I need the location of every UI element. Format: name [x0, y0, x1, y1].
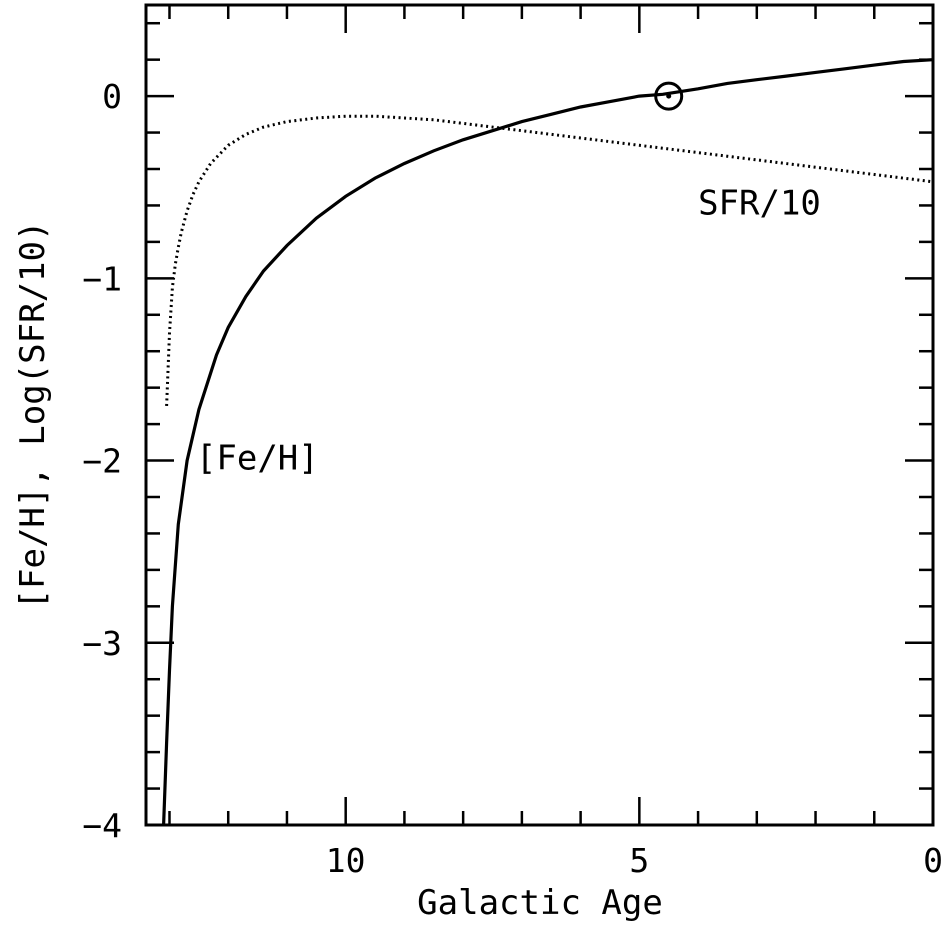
plot-frame — [144, 3, 935, 827]
y-tick-label: −1 — [82, 259, 122, 298]
y-axis-title: [Fe/H], Log(SFR/10) — [13, 221, 53, 610]
y-tick-label: −4 — [82, 806, 122, 845]
x-tick-label: 5 — [629, 841, 649, 880]
y-tick-label: −2 — [82, 442, 122, 481]
axis-ticks — [146, 5, 935, 827]
x-tick-label: 0 — [923, 841, 943, 880]
series-line-sfr — [165, 114, 934, 406]
y-tick-label: −3 — [82, 624, 122, 663]
annotation-feh: [Fe/H] — [196, 439, 319, 479]
y-tick-label: 0 — [102, 77, 122, 116]
sun-symbol-ring — [654, 81, 684, 111]
annotation-sfr: SFR/10 — [698, 184, 821, 224]
sun-symbol-dot — [666, 93, 672, 99]
x-axis-title: Galactic Age — [417, 883, 663, 923]
series-line-feh — [162, 58, 934, 826]
axis-tick-labels: 10 5 0 0 −1 −2 −3 −4 — [82, 77, 943, 880]
x-tick-label: 10 — [326, 841, 366, 880]
sun-symbol-marker — [654, 81, 684, 111]
